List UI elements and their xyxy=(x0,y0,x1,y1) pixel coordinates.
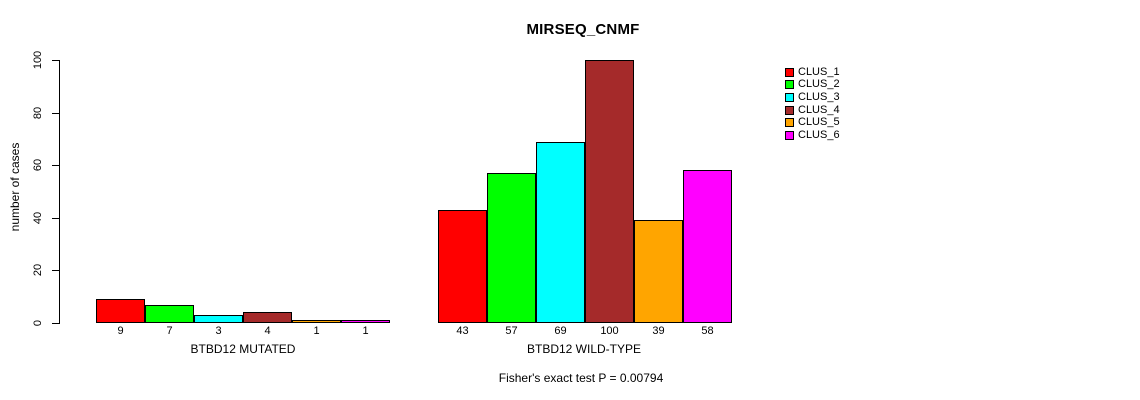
legend-label: CLUS_1 xyxy=(798,65,840,78)
legend-swatch-icon xyxy=(785,118,794,128)
legend-row: CLUS_6 xyxy=(785,129,840,142)
bar-clus_5-group1 xyxy=(292,320,341,323)
legend-swatch-icon xyxy=(785,105,794,115)
y-tick xyxy=(52,113,59,114)
bar-clus_1-group1 xyxy=(96,299,145,323)
bar-value-label: 1 xyxy=(313,325,320,337)
legend-label: CLUS_6 xyxy=(798,128,840,141)
y-tick xyxy=(52,165,59,166)
legend-row: CLUS_3 xyxy=(785,91,840,104)
bar-clus_4-group1 xyxy=(243,312,292,323)
bar-value-label: 100 xyxy=(600,325,619,337)
legend-label: CLUS_4 xyxy=(798,103,840,116)
y-axis-line xyxy=(59,60,60,324)
legend-swatch-icon xyxy=(785,130,794,140)
bar-value-label: 43 xyxy=(456,325,469,337)
legend: CLUS_1 CLUS_2 CLUS_3 CLUS_4 CLUS_5 CLUS_6 xyxy=(785,66,840,142)
legend-swatch-icon xyxy=(785,67,794,77)
bar-value-label: 7 xyxy=(166,325,173,337)
y-tick-label: 100 xyxy=(32,50,44,70)
bar-value-label: 3 xyxy=(215,325,222,337)
y-tick xyxy=(52,218,59,219)
legend-swatch-icon xyxy=(785,80,794,90)
legend-swatch-icon xyxy=(785,92,794,102)
y-tick-label: 20 xyxy=(32,263,44,277)
legend-label: CLUS_3 xyxy=(798,90,840,103)
y-tick xyxy=(52,323,59,324)
y-tick xyxy=(52,60,59,61)
legend-row: CLUS_4 xyxy=(785,104,840,117)
bar-clus_3-group1 xyxy=(194,315,243,323)
bar-value-label: 69 xyxy=(554,325,567,337)
y-tick xyxy=(52,270,59,271)
y-tick-label: 0 xyxy=(32,319,44,327)
bar-clus_4-group2 xyxy=(585,60,634,323)
legend-row: CLUS_2 xyxy=(785,79,840,92)
chart-title: MIRSEQ_CNMF xyxy=(526,21,640,38)
bar-clus_6-group1 xyxy=(341,320,390,323)
y-tick-label: 40 xyxy=(32,211,44,225)
y-tick-label: 80 xyxy=(32,106,44,120)
y-axis-label: number of cases xyxy=(8,142,22,232)
bar-value-label: 4 xyxy=(264,325,271,337)
fisher-test-note: Fisher's exact test P = 0.00794 xyxy=(498,371,664,385)
bar-value-label: 58 xyxy=(701,325,714,337)
bar-value-label: 39 xyxy=(652,325,665,337)
group-label-mutated: BTBD12 MUTATED xyxy=(190,342,296,356)
y-tick-label: 60 xyxy=(32,158,44,172)
bar-value-label: 57 xyxy=(505,325,518,337)
bar-clus_2-group2 xyxy=(487,173,536,323)
bar-value-label: 1 xyxy=(362,325,369,337)
legend-row: CLUS_1 xyxy=(785,66,840,79)
bar-clus_5-group2 xyxy=(634,220,683,323)
bar-clus_1-group2 xyxy=(438,210,487,323)
group-label-wildtype: BTBD12 WILD-TYPE xyxy=(526,342,642,356)
bar-value-label: 9 xyxy=(117,325,124,337)
legend-label: CLUS_2 xyxy=(798,78,840,91)
legend-label: CLUS_5 xyxy=(798,116,840,129)
legend-row: CLUS_5 xyxy=(785,116,840,129)
bar-clus_6-group2 xyxy=(683,170,732,323)
bar-clus_3-group2 xyxy=(536,142,585,323)
bar-clus_2-group1 xyxy=(145,305,194,323)
